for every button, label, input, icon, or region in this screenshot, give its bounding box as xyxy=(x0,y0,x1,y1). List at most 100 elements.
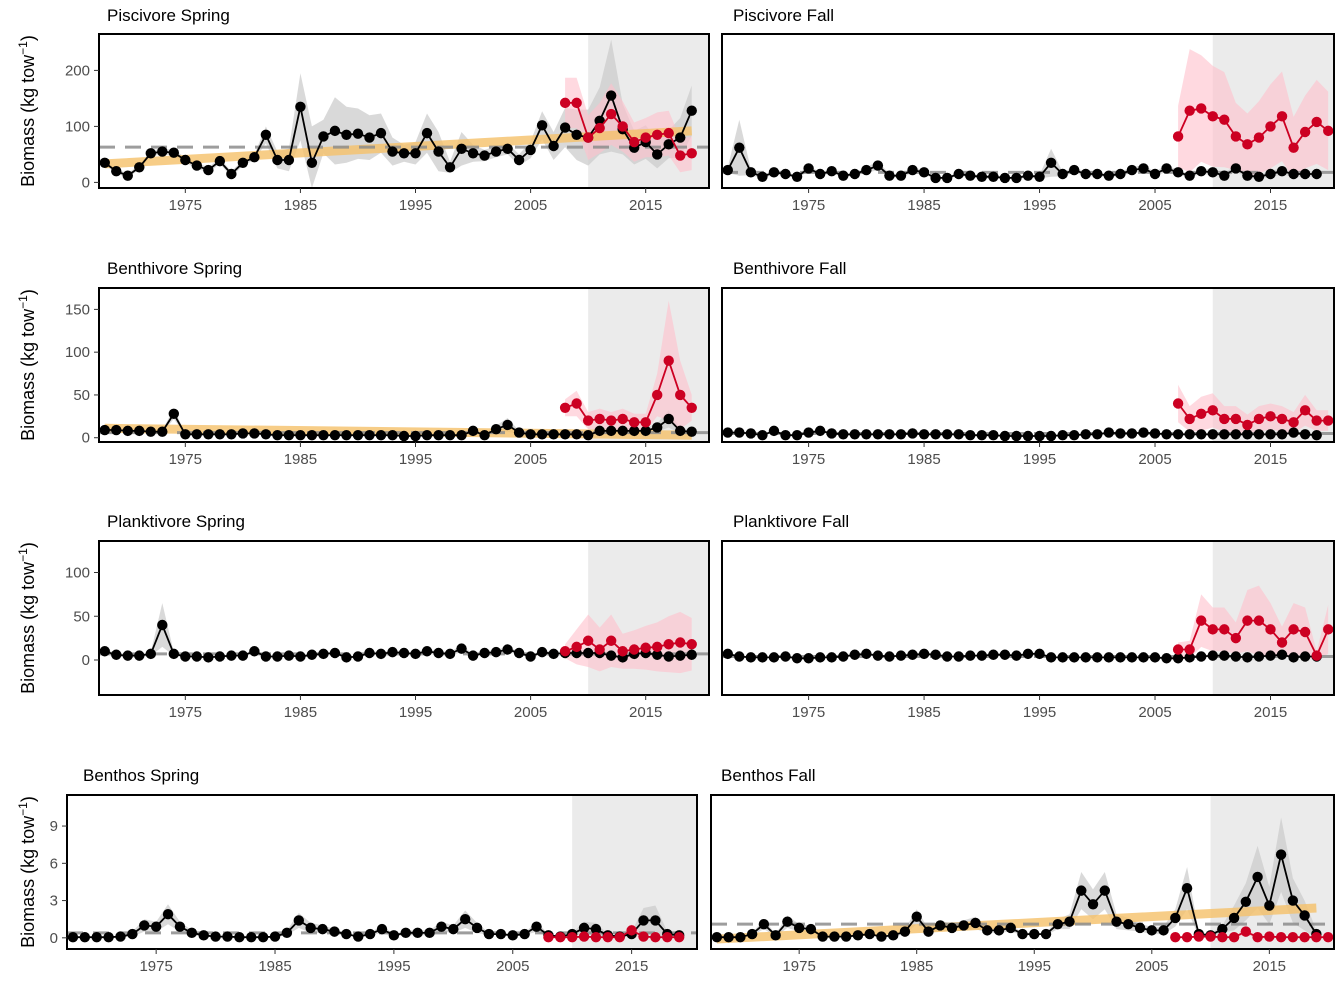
second-point xyxy=(1323,415,1334,426)
x-tick-label: 2015 xyxy=(1254,451,1287,468)
y-tick-label: 150 xyxy=(65,301,90,318)
survey-point xyxy=(734,427,745,438)
survey-point xyxy=(1115,168,1126,180)
second-point xyxy=(1265,411,1276,422)
second-point xyxy=(675,150,686,161)
survey-point xyxy=(1022,430,1034,442)
survey-point xyxy=(421,646,433,657)
survey-point xyxy=(1230,163,1242,174)
survey-point xyxy=(318,429,329,441)
x-tick-label: 2015 xyxy=(629,704,662,721)
survey-point xyxy=(387,429,398,441)
second-point xyxy=(1230,413,1242,425)
survey-point xyxy=(1052,918,1063,930)
survey-point xyxy=(663,651,674,662)
survey-point xyxy=(1240,896,1252,908)
survey-point xyxy=(884,170,895,181)
second-point xyxy=(1207,405,1218,416)
survey-point xyxy=(1219,650,1230,661)
x-tick-label: 1995 xyxy=(399,197,432,214)
survey-point xyxy=(168,408,180,419)
survey-point xyxy=(281,927,293,939)
survey-point xyxy=(1092,168,1103,180)
survey-point xyxy=(965,650,976,661)
survey-point xyxy=(1057,652,1068,663)
survey-point xyxy=(976,429,988,441)
x-tick-label: 1985 xyxy=(907,197,940,214)
second-point xyxy=(686,402,697,413)
survey-point xyxy=(260,651,272,662)
survey-point xyxy=(306,429,318,441)
panel-title: Benthos Spring xyxy=(83,766,199,785)
survey-point xyxy=(999,649,1011,660)
x-tick-label: 1985 xyxy=(284,451,317,468)
x-tick-label: 2005 xyxy=(1138,197,1171,214)
survey-point xyxy=(734,142,745,153)
survey-point xyxy=(941,651,953,662)
survey-point xyxy=(594,425,605,437)
survey-point xyxy=(1181,882,1193,894)
survey-point xyxy=(899,926,911,937)
survey-point xyxy=(272,429,283,441)
y-tick-label: 200 xyxy=(65,62,90,79)
survey-point xyxy=(364,132,375,143)
survey-point xyxy=(1161,163,1172,174)
x-tick-label: 2005 xyxy=(496,958,529,975)
second-point xyxy=(1217,932,1228,943)
survey-point xyxy=(162,909,174,920)
survey-point xyxy=(675,132,686,143)
second-point xyxy=(1299,126,1311,138)
x-tick-label: 1985 xyxy=(284,704,317,721)
y-tick-label: 50 xyxy=(73,608,90,625)
survey-point xyxy=(849,168,860,180)
survey-point xyxy=(1034,430,1045,442)
survey-point xyxy=(1288,427,1299,438)
survey-point xyxy=(168,648,180,660)
survey-point xyxy=(582,647,594,659)
survey-point xyxy=(400,927,411,939)
second-point xyxy=(1196,103,1207,114)
second-point xyxy=(614,932,625,943)
survey-point xyxy=(502,143,513,154)
survey-point xyxy=(525,144,536,156)
survey-point xyxy=(768,652,780,663)
survey-point xyxy=(157,146,168,157)
second-point xyxy=(617,413,628,425)
survey-point xyxy=(249,428,260,439)
panel-border xyxy=(710,794,1335,950)
second-point xyxy=(1196,615,1207,626)
y-axis-label-close: ) xyxy=(18,289,38,295)
survey-point xyxy=(941,429,953,440)
x-tick-label: 1975 xyxy=(169,704,202,721)
survey-point xyxy=(1184,429,1195,440)
y-axis-label-close: ) xyxy=(18,796,38,802)
survey-point xyxy=(1138,163,1149,174)
survey-point xyxy=(111,166,122,177)
x-tick-label: 2005 xyxy=(514,197,547,214)
second-point xyxy=(1193,931,1205,942)
second-point xyxy=(1323,624,1334,635)
x-tick-label: 1995 xyxy=(377,958,410,975)
survey-point xyxy=(260,429,272,440)
survey-point xyxy=(872,650,884,661)
survey-point xyxy=(1299,168,1311,180)
second-point xyxy=(605,635,617,646)
survey-point xyxy=(840,931,852,942)
second-point xyxy=(555,932,566,943)
survey-point xyxy=(1172,429,1184,440)
survey-point xyxy=(805,923,817,935)
survey-point xyxy=(1253,651,1265,662)
survey-point xyxy=(1068,429,1080,441)
survey-point xyxy=(652,649,663,660)
second-point xyxy=(617,646,628,657)
survey-point xyxy=(283,154,295,166)
second-point xyxy=(1219,114,1230,125)
survey-point xyxy=(139,920,150,931)
second-point xyxy=(673,932,685,943)
second-point xyxy=(1205,931,1216,942)
survey-point xyxy=(838,429,849,440)
survey-point xyxy=(814,425,826,437)
survey-point xyxy=(1103,427,1115,438)
survey-point xyxy=(364,928,376,940)
